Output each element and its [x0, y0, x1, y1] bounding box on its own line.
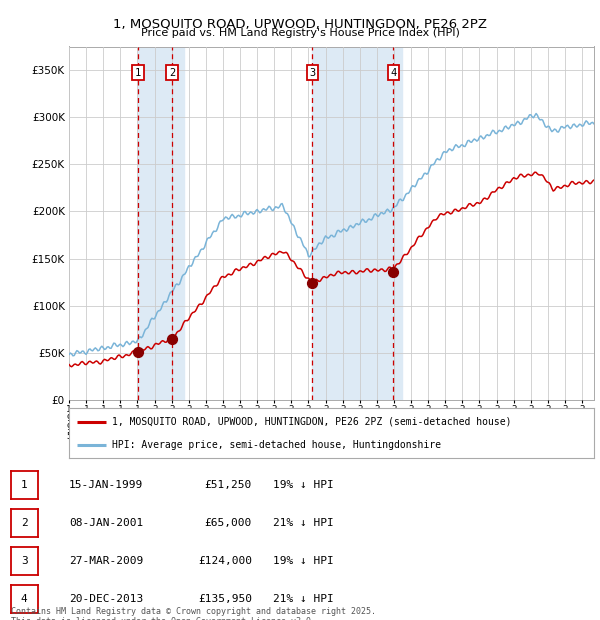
Text: HPI: Average price, semi-detached house, Huntingdonshire: HPI: Average price, semi-detached house,…	[112, 440, 441, 450]
Text: Price paid vs. HM Land Registry's House Price Index (HPI): Price paid vs. HM Land Registry's House …	[140, 28, 460, 38]
Point	[133, 347, 143, 356]
Text: Contains HM Land Registry data © Crown copyright and database right 2025.
This d: Contains HM Land Registry data © Crown c…	[11, 607, 376, 620]
Text: 1, MOSQUITO ROAD, UPWOOD, HUNTINGDON, PE26 2PZ (semi-detached house): 1, MOSQUITO ROAD, UPWOOD, HUNTINGDON, PE…	[112, 417, 512, 427]
Text: 2: 2	[21, 518, 28, 528]
Text: 19% ↓ HPI: 19% ↓ HPI	[273, 556, 334, 566]
Text: £135,950: £135,950	[198, 594, 252, 604]
Text: £124,000: £124,000	[198, 556, 252, 566]
Text: 08-JAN-2001: 08-JAN-2001	[69, 518, 143, 528]
Text: 15-JAN-1999: 15-JAN-1999	[69, 480, 143, 490]
Text: 4: 4	[21, 594, 28, 604]
Text: 21% ↓ HPI: 21% ↓ HPI	[273, 594, 334, 604]
Point	[308, 278, 317, 288]
Text: 3: 3	[309, 68, 316, 78]
Point	[389, 267, 398, 277]
Point	[167, 334, 177, 343]
Text: 1: 1	[135, 68, 141, 78]
Text: 1: 1	[21, 480, 28, 490]
Text: 27-MAR-2009: 27-MAR-2009	[69, 556, 143, 566]
Text: 1, MOSQUITO ROAD, UPWOOD, HUNTINGDON, PE26 2PZ: 1, MOSQUITO ROAD, UPWOOD, HUNTINGDON, PE…	[113, 17, 487, 30]
Bar	[313, 46, 403, 400]
Text: 2: 2	[169, 68, 175, 78]
Text: 4: 4	[390, 68, 397, 78]
Bar	[138, 46, 184, 400]
Text: £51,250: £51,250	[205, 480, 252, 490]
Text: 19% ↓ HPI: 19% ↓ HPI	[273, 480, 334, 490]
Text: 3: 3	[21, 556, 28, 566]
Text: 21% ↓ HPI: 21% ↓ HPI	[273, 518, 334, 528]
Text: £65,000: £65,000	[205, 518, 252, 528]
Text: 20-DEC-2013: 20-DEC-2013	[69, 594, 143, 604]
